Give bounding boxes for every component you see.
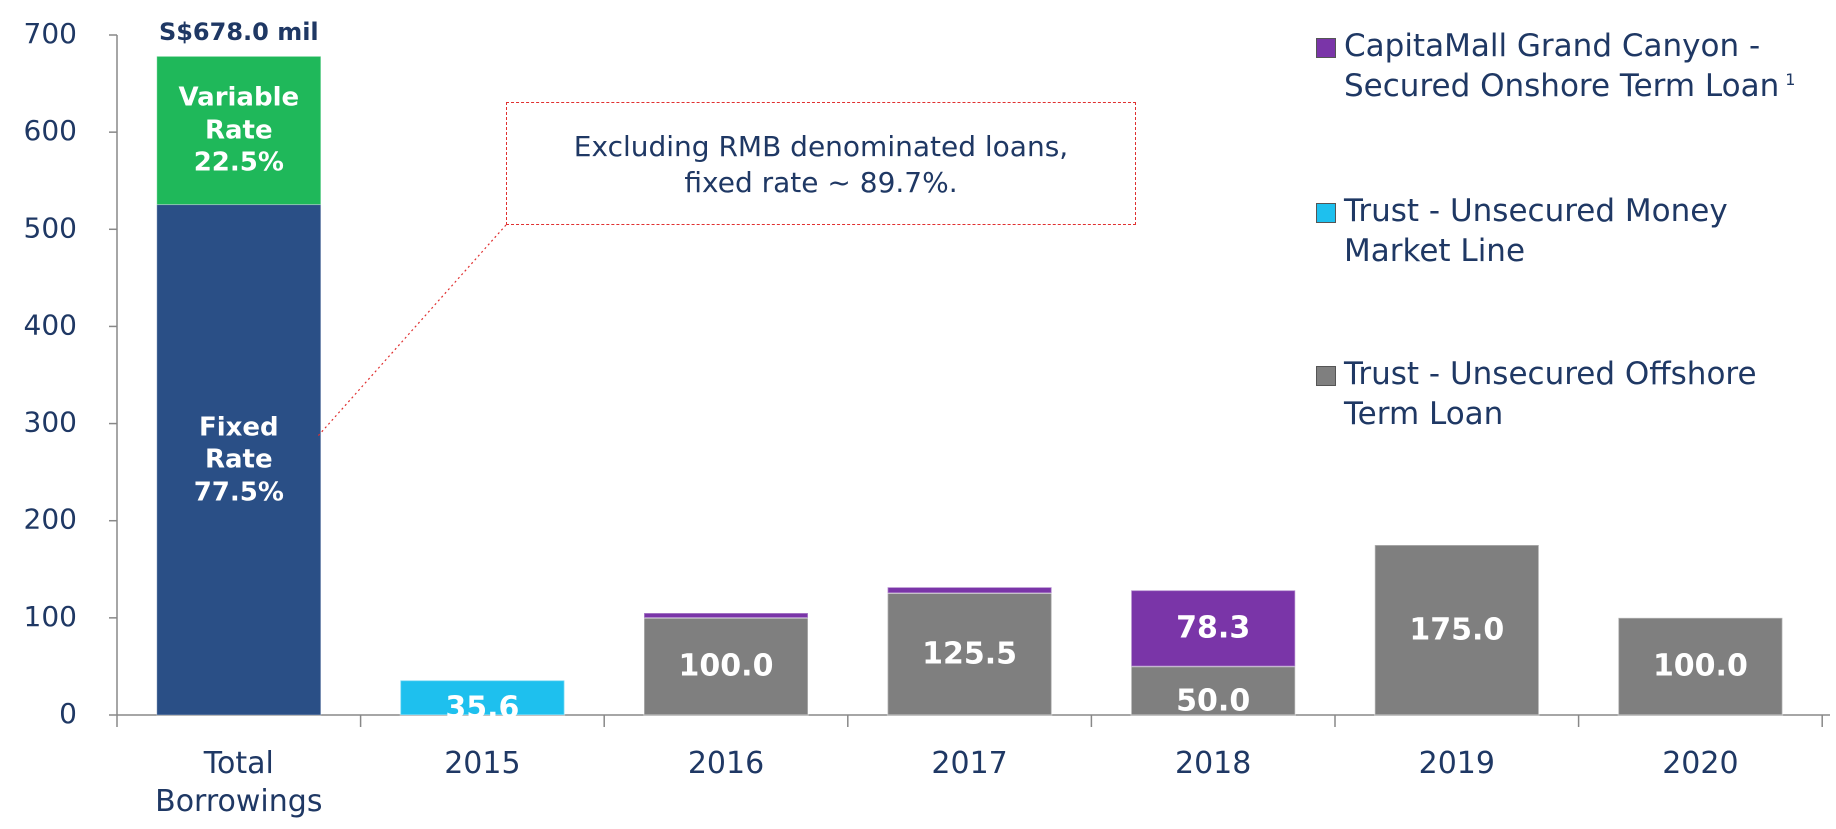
y-tick-label: 200 — [24, 503, 77, 536]
y-tick-label: 500 — [24, 211, 77, 244]
annotation-box: Excluding RMB denominated loans, fixed r… — [506, 102, 1136, 225]
segment-value: 22.5% — [193, 147, 284, 178]
y-tick-label: 100 — [24, 600, 77, 633]
legend-entry: Trust - Unsecured Money Market Line — [1316, 191, 1816, 272]
annotation-connector — [317, 224, 507, 437]
legend-swatch — [1316, 38, 1336, 58]
bar-segment — [1130, 665, 1296, 716]
legend-swatch — [1316, 203, 1336, 223]
bar-segment — [643, 617, 809, 716]
segment-label: Variable Rate 22.5% — [174, 82, 304, 180]
y-tick-label: 700 — [24, 17, 77, 50]
data-label: 175.0 — [1409, 612, 1505, 648]
bar-segment — [886, 586, 1053, 594]
data-label: 35.6 — [445, 689, 520, 725]
annotation-line: Excluding RMB denominated loans, — [573, 130, 1069, 163]
legend-text: Trust - Unsecured Money Market Line — [1344, 191, 1816, 272]
x-tick-label: 2020 — [1662, 746, 1739, 781]
legend-label: Trust - Unsecured Money Market Line — [1344, 193, 1728, 270]
bar-segment — [886, 592, 1053, 716]
data-label: 78.3 — [1176, 610, 1251, 646]
bar-segment — [1374, 544, 1540, 716]
y-tick-label: 300 — [24, 406, 77, 439]
segment-value: 77.5% — [193, 477, 284, 508]
annotation-line: fixed rate ~ 89.7%. — [684, 166, 958, 200]
legend-text: CapitaMall Grand Canyon - Secured Onshor… — [1344, 26, 1816, 107]
bar-segment — [1617, 617, 1784, 716]
legend-label: CapitaMall Grand Canyon - Secured Onshor… — [1344, 28, 1780, 105]
bar-segment — [1130, 589, 1296, 668]
segment-name: Fixed Rate — [198, 412, 279, 475]
legend-swatch — [1316, 366, 1336, 386]
footnote-mark: 1 — [1785, 69, 1796, 89]
y-tick-label: 600 — [24, 114, 77, 147]
x-tick-label: 2018 — [1175, 746, 1252, 781]
bar-segment — [156, 55, 322, 206]
y-tick-label: 400 — [24, 308, 77, 341]
legend-label: Trust - Unsecured Offshore Term Loan — [1344, 356, 1757, 433]
segment-label: Fixed Rate 77.5% — [174, 411, 304, 509]
x-tick-label: Total Borrowings — [155, 746, 323, 819]
bar-segment — [399, 679, 566, 716]
legend-entry: CapitaMall Grand Canyon - Secured Onshor… — [1316, 26, 1816, 107]
x-tick-label: 2017 — [931, 746, 1008, 781]
data-label: 100.0 — [678, 648, 774, 684]
data-label: 125.5 — [922, 636, 1018, 672]
bar-segment — [156, 204, 322, 716]
bar-segment — [643, 612, 809, 619]
x-tick-label: 2019 — [1418, 746, 1495, 781]
data-label: 100.0 — [1652, 648, 1748, 684]
segment-name: Variable Rate — [178, 82, 300, 146]
data-label: 50.0 — [1176, 682, 1251, 718]
y-tick-label: 0 — [59, 697, 77, 730]
legend-text: Trust - Unsecured Offshore Term Loan — [1344, 354, 1816, 435]
x-tick-label: 2015 — [444, 746, 521, 781]
x-tick-label: 2016 — [687, 746, 765, 781]
total-label: S$678.0 mil — [158, 18, 319, 47]
legend-entry: Trust - Unsecured Offshore Term Loan — [1316, 354, 1816, 435]
